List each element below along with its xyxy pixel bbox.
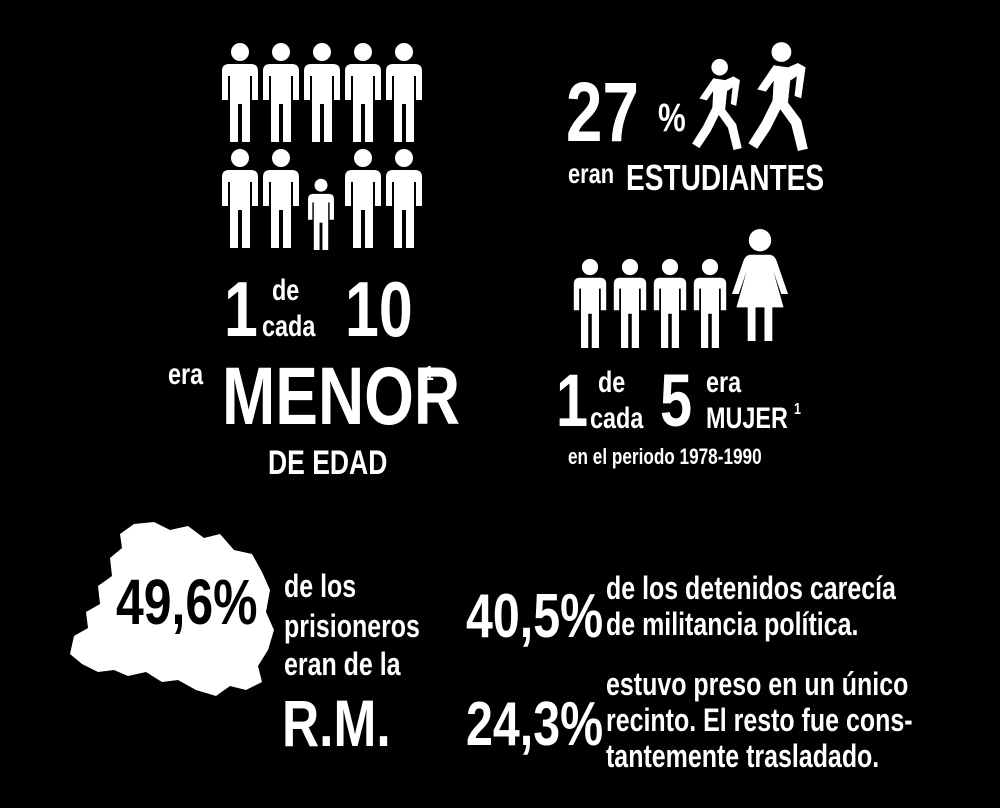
minor-de: de bbox=[272, 274, 300, 307]
students-label: ESTUDIANTES bbox=[626, 157, 825, 198]
walking-student-icon bbox=[744, 40, 810, 152]
minor-era: era bbox=[168, 358, 204, 391]
people-grid-minor bbox=[218, 42, 428, 252]
militancy-line1: de los detenidos carecía bbox=[606, 570, 896, 606]
minor-menor: MENOR bbox=[222, 351, 461, 442]
person-icon bbox=[304, 43, 340, 142]
region-map-icon bbox=[70, 520, 274, 696]
rm-line1: de los bbox=[284, 568, 357, 604]
person-icon bbox=[386, 43, 422, 142]
rm-line3: eran de la bbox=[284, 646, 401, 682]
child-icon bbox=[308, 178, 334, 250]
person-icon bbox=[386, 149, 422, 248]
women-period: en el periodo 1978-1990 bbox=[568, 444, 762, 469]
minor-cada: cada bbox=[262, 310, 316, 343]
students-percent-sign: % bbox=[658, 96, 686, 140]
prison-percent: 24,3% bbox=[466, 690, 604, 759]
rm-line2: prisioneros bbox=[284, 608, 420, 644]
minor-de-edad: DE EDAD bbox=[268, 444, 388, 482]
person-icon bbox=[345, 149, 381, 248]
prison-line3: tantemente trasladado. bbox=[606, 738, 880, 774]
students-percent: 27 bbox=[566, 65, 639, 159]
students-eran: eran bbox=[568, 158, 615, 189]
person-icon bbox=[222, 149, 258, 248]
person-icon bbox=[693, 258, 727, 348]
women-five: 5 bbox=[660, 359, 693, 442]
woman-icon bbox=[732, 229, 788, 341]
militancy-line2: de militancia política. bbox=[606, 606, 859, 642]
women-era: era bbox=[706, 366, 742, 399]
women-mujer: MUJER bbox=[706, 402, 788, 435]
women-cada: cada bbox=[590, 402, 644, 435]
person-icon bbox=[345, 43, 381, 142]
minor-one: 1 bbox=[224, 265, 258, 353]
person-icon bbox=[573, 258, 607, 348]
rm-region: R.M. bbox=[282, 686, 391, 760]
women-footnote: 1 bbox=[794, 401, 801, 418]
minor-footnote: 1 bbox=[425, 363, 434, 385]
person-icon bbox=[222, 43, 258, 142]
rm-percent: 49,6% bbox=[116, 566, 258, 638]
prison-line2: recinto. El resto fue cons- bbox=[606, 702, 913, 738]
militancy-percent: 40,5% bbox=[466, 582, 604, 651]
women-one: 1 bbox=[556, 359, 589, 442]
minor-ten: 10 bbox=[345, 265, 413, 353]
person-icon bbox=[263, 43, 299, 142]
person-icon bbox=[263, 149, 299, 248]
prison-line1: estuvo preso en un único bbox=[606, 666, 909, 702]
women-de: de bbox=[598, 366, 626, 399]
person-icon bbox=[613, 258, 647, 348]
people-row-women bbox=[572, 222, 794, 352]
walking-student-icon bbox=[688, 58, 744, 150]
person-icon bbox=[653, 258, 687, 348]
